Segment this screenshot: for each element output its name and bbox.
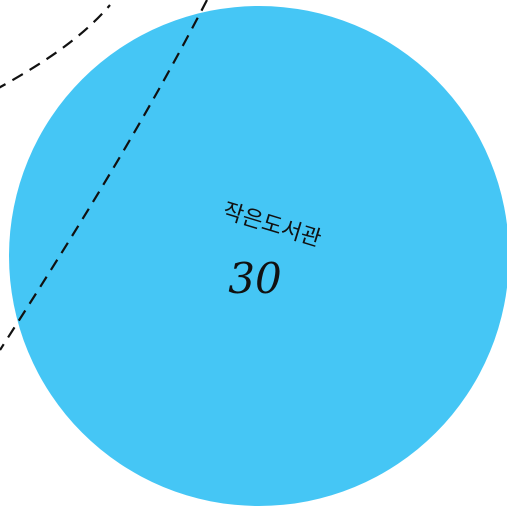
bubble-count-label: 30: [228, 254, 281, 303]
dashed-route-line-upper: [0, 4, 111, 89]
library-bubble[interactable]: [9, 6, 507, 506]
dashed-route-line-main: [0, 0, 208, 351]
